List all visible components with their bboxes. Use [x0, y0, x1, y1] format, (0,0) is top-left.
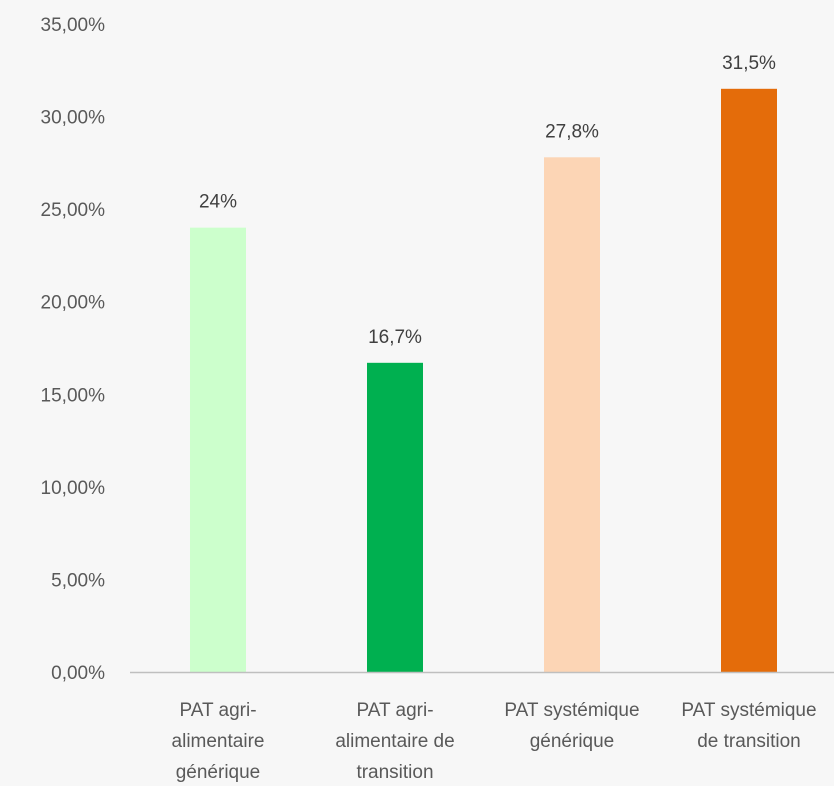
x-category-label-line: PAT systémique — [504, 700, 639, 721]
x-category-label: PAT systémique de transition — [681, 700, 816, 752]
bar — [190, 227, 246, 672]
x-category-label-line: PAT agri- — [179, 700, 256, 721]
data-label: 16,7% — [368, 327, 422, 348]
bar — [367, 362, 423, 672]
x-category-label: PAT systémique générique — [504, 700, 639, 752]
x-category-label-line: générique — [176, 762, 261, 783]
y-tick-label: 20,00% — [41, 293, 106, 314]
x-category-label-line: PAT agri- — [356, 700, 433, 721]
y-tick-label: 30,00% — [41, 108, 106, 129]
x-category-label-line: PAT systémique — [681, 700, 816, 721]
y-tick-label: 35,00% — [41, 15, 106, 36]
x-category-label-line: de transition — [697, 731, 801, 752]
y-tick-label: 10,00% — [41, 478, 106, 499]
x-category-label-line: alimentaire — [172, 731, 265, 752]
y-tick-label: 25,00% — [41, 200, 106, 221]
x-category-label: PAT agri-alimentaire générique — [172, 700, 265, 783]
x-category-label: PAT agri-alimentaire de transition — [335, 700, 454, 783]
bar — [721, 88, 777, 673]
y-tick-label: 5,00% — [51, 570, 105, 591]
x-category-label-line: transition — [356, 762, 433, 783]
data-label: 31,5% — [722, 53, 776, 74]
data-label: 24% — [199, 192, 237, 213]
y-tick-label: 15,00% — [41, 385, 106, 406]
data-label: 27,8% — [545, 121, 599, 142]
bar — [544, 157, 600, 672]
y-tick-label: 0,00% — [51, 663, 105, 684]
x-category-label-line: générique — [530, 731, 615, 752]
x-category-label-line: alimentaire de — [335, 731, 454, 752]
